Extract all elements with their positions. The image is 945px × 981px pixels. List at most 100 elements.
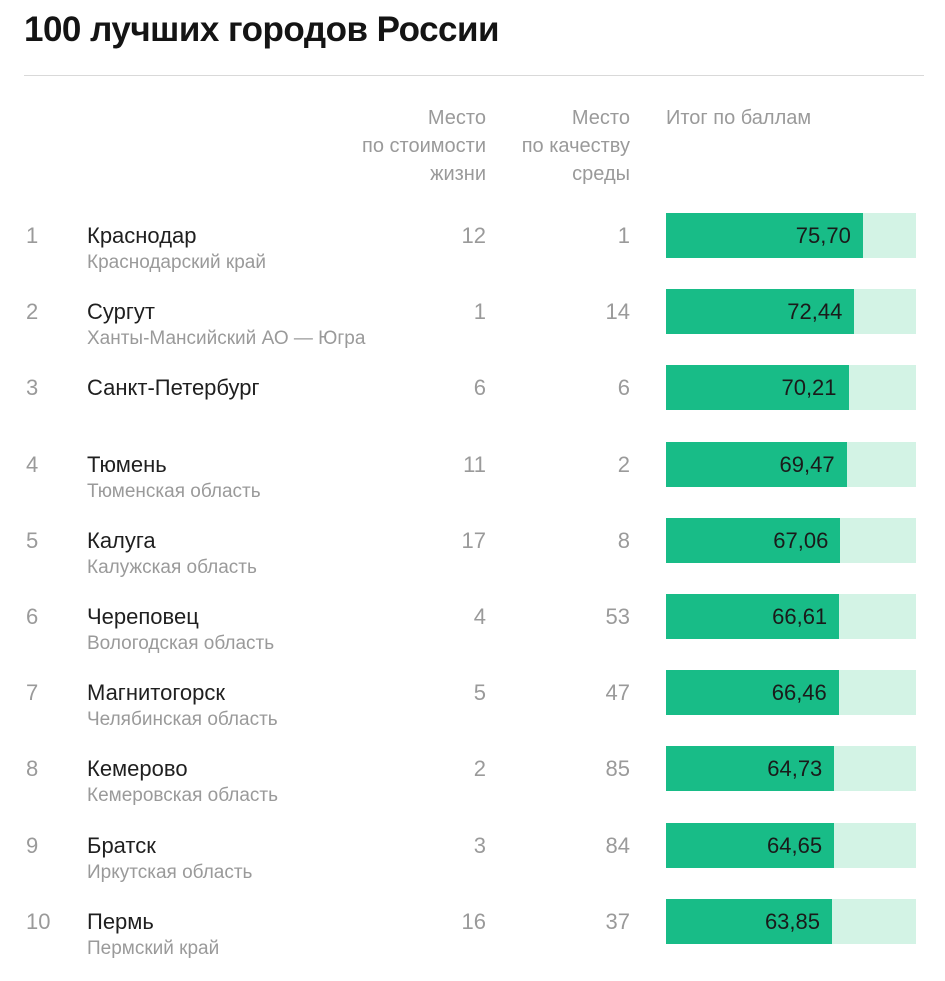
environment-quality-place: 85 [605, 756, 630, 781]
cost-of-living-place: 11 [463, 452, 486, 477]
table-row: 5 Калуга Калужская область 17 8 67,06 [0, 518, 945, 590]
score-bar-track: 66,61 [666, 594, 916, 639]
score-bar: 66,46 [666, 670, 839, 715]
region-name: Калужская область [87, 557, 257, 578]
city-name: Санкт-Петербург [87, 375, 260, 400]
region-name: Краснодарский край [87, 252, 266, 273]
score-label: 70,21 [781, 375, 837, 400]
score-label: 72,44 [787, 299, 843, 324]
score-label: 63,85 [764, 909, 820, 934]
environment-quality-place: 8 [617, 528, 630, 553]
score-bar: 63,85 [666, 899, 832, 944]
score-bar-track: 64,73 [666, 746, 916, 791]
city-name: Калуга [87, 528, 156, 553]
table-row: 3 Санкт-Петербург 6 6 70,21 [0, 365, 945, 437]
cost-of-living-place: 16 [461, 909, 486, 934]
score-bar-track: 69,47 [666, 442, 916, 487]
region-name: Пермский край [87, 938, 220, 959]
cost-of-living-place: 12 [461, 223, 486, 248]
score-bar: 75,70 [666, 213, 863, 258]
environment-quality-place: 47 [605, 680, 630, 705]
score-bar-track: 66,46 [666, 670, 916, 715]
rank-number: 6 [26, 604, 39, 629]
header-cost-line-3: жизни [430, 163, 486, 185]
cost-of-living-place: 3 [473, 833, 486, 858]
region-name: Иркутская область [87, 862, 253, 883]
environment-quality-place: 1 [617, 223, 630, 248]
score-label: 69,47 [779, 452, 835, 477]
rank-number: 5 [26, 528, 39, 553]
rank-number: 10 [26, 909, 51, 934]
score-bar-track: 63,85 [666, 899, 916, 944]
city-name: Магнитогорск [87, 680, 225, 705]
environment-quality-place: 53 [605, 604, 630, 629]
header-cost-line-2: по стоимости [362, 135, 486, 157]
city-name: Сургут [87, 299, 155, 324]
score-label: 66,46 [771, 680, 827, 705]
cost-of-living-place: 6 [473, 375, 486, 400]
city-name: Краснодар [87, 223, 197, 248]
city-name: Череповец [87, 604, 199, 629]
table-row: 1 Краснодар Краснодарский край 12 1 75,70 [0, 213, 945, 285]
score-label: 75,70 [795, 223, 851, 248]
rank-number: 3 [26, 375, 39, 400]
score-bar-track: 75,70 [666, 213, 916, 258]
rank-number: 7 [26, 680, 39, 705]
score-label: 67,06 [773, 528, 829, 553]
table-row: 7 Магнитогорск Челябинская область 5 47 66,46 [0, 670, 945, 742]
header-env-line-2: по качеству [521, 135, 630, 157]
score-bar: 69,47 [666, 442, 847, 487]
rank-number: 4 [26, 452, 39, 477]
table-row: 4 Тюмень Тюменская область 11 2 69,47 [0, 442, 945, 514]
region-name: Тюменская область [87, 481, 261, 502]
cost-of-living-place: 2 [473, 756, 486, 781]
environment-quality-place: 6 [617, 375, 630, 400]
score-bar-track: 72,44 [666, 289, 916, 334]
cost-of-living-place: 4 [473, 604, 486, 629]
score-bar-track: 64,65 [666, 823, 916, 868]
score-bar-track: 67,06 [666, 518, 916, 563]
region-name: Вологодская область [87, 633, 275, 654]
header-env-line-1: Место [571, 107, 630, 129]
table-row: 10 Пермь Пермский край 16 37 63,85 [0, 899, 945, 971]
header-cost-line-1: Место [427, 107, 486, 129]
region-name: Челябинская область [87, 709, 278, 730]
rank-number: 2 [26, 299, 39, 324]
city-name: Кемерово [87, 756, 188, 781]
score-bar: 70,21 [666, 365, 849, 410]
city-name: Тюмень [87, 452, 167, 477]
environment-quality-place: 84 [605, 833, 630, 858]
cost-of-living-place: 1 [473, 299, 486, 324]
rank-number: 8 [26, 756, 39, 781]
score-bar: 66,61 [666, 594, 840, 639]
header-cost-of-living: Место по стоимости жизни [300, 104, 486, 188]
region-name: Ханты-Мансийский АО — Югра [87, 328, 366, 349]
cost-of-living-place: 17 [461, 528, 486, 553]
header-environment-quality: Место по качеству среды [490, 104, 630, 188]
rank-number: 9 [26, 833, 39, 858]
header-env-line-3: среды [572, 163, 630, 185]
region-name: Кемеровская область [87, 785, 278, 806]
score-bar-track: 70,21 [666, 365, 916, 410]
title-divider [24, 75, 924, 76]
table-row: 6 Череповец Вологодская область 4 53 66,61 [0, 594, 945, 666]
score-bar: 72,44 [666, 289, 855, 334]
score-label: 64,73 [767, 756, 823, 781]
cost-of-living-place: 5 [473, 680, 486, 705]
score-label: 64,65 [767, 833, 823, 858]
table-row: 2 Сургут Ханты-Мансийский АО — Югра 1 14 72,4… [0, 289, 945, 361]
environment-quality-place: 37 [605, 909, 630, 934]
header-score-line-1: Итог по баллам [666, 107, 812, 129]
city-name: Братск [87, 833, 156, 858]
environment-quality-place: 2 [617, 452, 630, 477]
header-total-score: Итог по баллам [666, 104, 916, 132]
score-label: 66,61 [772, 604, 828, 629]
score-bar: 64,65 [666, 823, 835, 868]
rank-number: 1 [26, 223, 39, 248]
city-name: Пермь [87, 909, 154, 934]
page-title: 100 лучших городов России [24, 10, 500, 49]
environment-quality-place: 14 [605, 299, 630, 324]
table-row: 8 Кемерово Кемеровская область 2 85 64,73 [0, 746, 945, 818]
table-row: 9 Братск Иркутская область 3 84 64,65 [0, 823, 945, 895]
